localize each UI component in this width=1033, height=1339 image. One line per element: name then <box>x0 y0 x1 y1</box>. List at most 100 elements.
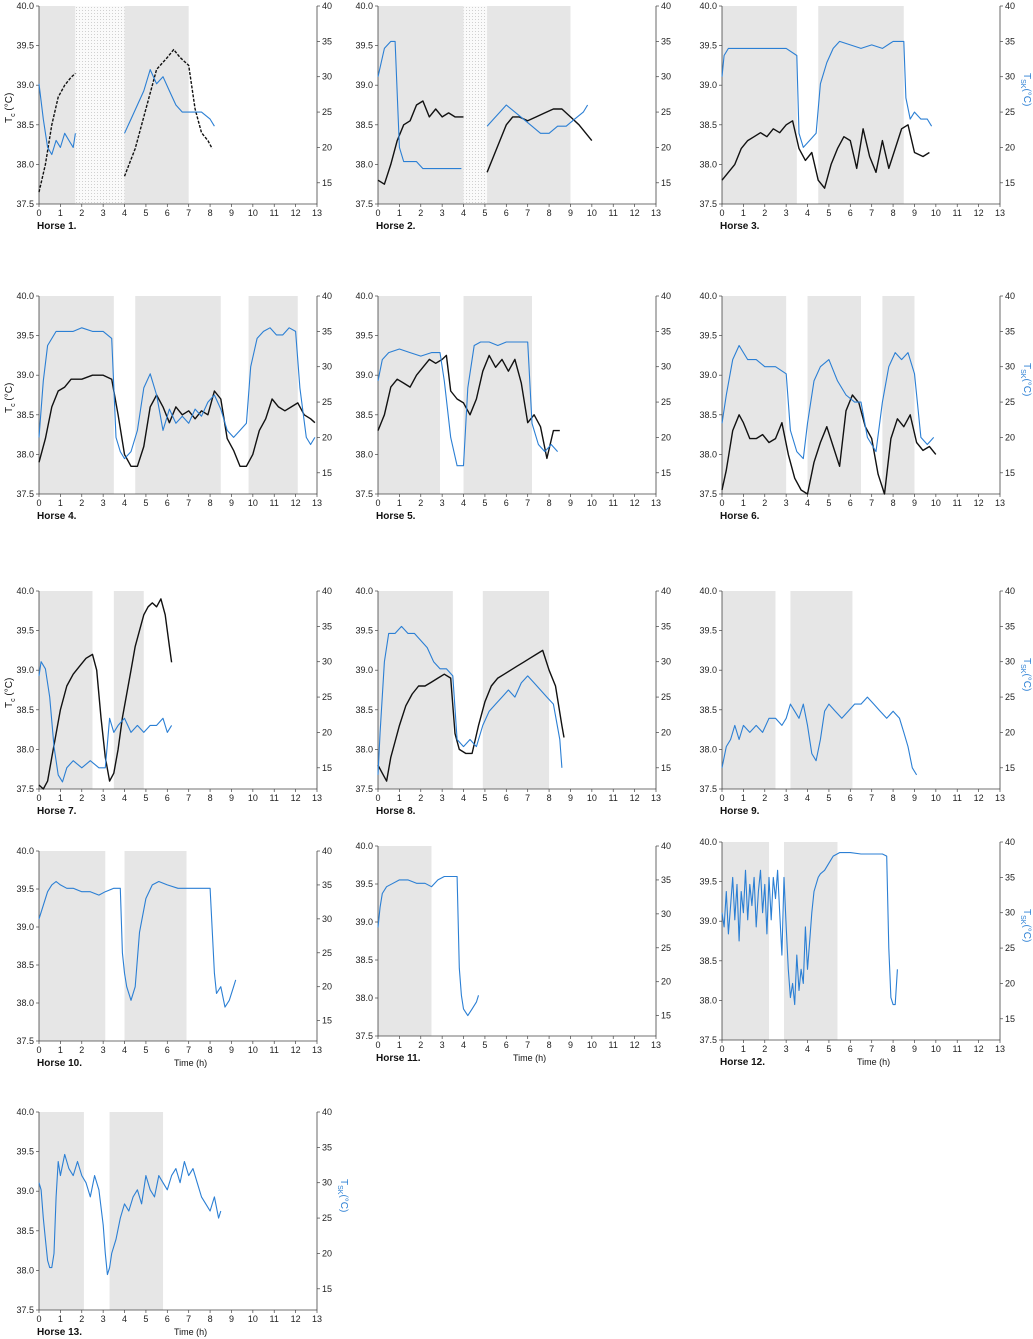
skin-temperature-line <box>38 327 316 460</box>
x-tick-label: 11 <box>270 1045 279 1055</box>
x-tick-label: 7 <box>525 208 530 218</box>
x-tick-label: 13 <box>651 208 661 218</box>
shaded-period <box>378 846 432 1036</box>
chart-panel-7: 0 1 2 3 4 5 6 7 8 9 10 11 12 1337.538.038.539.039.540… <box>4 586 332 817</box>
x-tick-label: 13 <box>651 793 661 803</box>
y-left-tick-label: 38.0 <box>699 995 717 1005</box>
shaded-period <box>124 851 187 1041</box>
y-right-tick-label: 40 <box>1005 291 1015 301</box>
x-tick-label: 1 <box>58 793 63 803</box>
x-tick-label: 12 <box>974 208 984 218</box>
x-tick-label: 4 <box>122 1314 127 1324</box>
y-left-tick-label: 38.0 <box>355 744 373 754</box>
x-axis-label: Time (h) <box>857 1057 890 1067</box>
interpolated-period <box>75 6 125 204</box>
x-tick-label: 8 <box>208 498 213 508</box>
x-tick-label: 8 <box>208 1045 213 1055</box>
y-left-tick-label: 38.5 <box>355 410 373 420</box>
x-tick-label: 7 <box>525 498 530 508</box>
x-tick-label: 13 <box>312 1314 322 1324</box>
x-tick-label: 9 <box>568 208 573 218</box>
y-right-tick-label: 25 <box>661 107 671 117</box>
shaded-period <box>39 296 114 494</box>
y-left-tick-label: 40.0 <box>699 586 717 596</box>
x-tick-label: 5 <box>143 498 148 508</box>
x-tick-label: 4 <box>122 1045 127 1055</box>
x-tick-label: 4 <box>805 1044 810 1054</box>
x-tick-label: 8 <box>547 1040 552 1050</box>
x-tick-label: 0 <box>375 498 380 508</box>
y-left-tick-label: 38.5 <box>16 705 34 715</box>
shaded-period <box>135 296 221 494</box>
shaded-period <box>482 591 550 789</box>
x-tick-label: 4 <box>805 498 810 508</box>
y-right-tick-label: 25 <box>661 692 671 702</box>
x-tick-label: 10 <box>931 1044 941 1054</box>
y-left-tick-label: 40.0 <box>699 291 717 301</box>
y-right-tick-label: 40 <box>1005 1 1015 11</box>
y-left-tick-label: 39.0 <box>16 922 34 932</box>
x-tick-label: 5 <box>826 1044 831 1054</box>
x-tick-label: 5 <box>826 793 831 803</box>
x-tick-label: 0 <box>36 1045 41 1055</box>
y-right-tick-label: 40 <box>322 291 332 301</box>
y-left-tick-label: 38.5 <box>699 705 717 715</box>
y-right-tick-label: 25 <box>322 948 332 958</box>
x-tick-label: 1 <box>397 793 402 803</box>
y-left-tick-label: 40.0 <box>355 586 373 596</box>
y-right-tick-label: 20 <box>1005 432 1015 442</box>
x-tick-label: 11 <box>609 1040 618 1050</box>
panel-label: Horse 5. <box>376 511 416 522</box>
y-right-tick-label: 15 <box>322 763 332 773</box>
x-tick-label: 7 <box>869 1044 874 1054</box>
axis-frame <box>377 6 657 205</box>
y-left-tick-label: 38.0 <box>16 159 34 169</box>
y-right-tick-label: 20 <box>322 982 332 992</box>
y-right-tick-label: 35 <box>322 326 332 336</box>
x-tick-label: 11 <box>953 793 962 803</box>
x-tick-label: 2 <box>79 793 84 803</box>
y-right-tick-label: 35 <box>661 36 671 46</box>
chart-panel-11: 0 1 2 3 4 5 6 7 8 9 10 11 12 1337.538.038.539.039.540… <box>355 841 671 1064</box>
x-tick-label: 12 <box>974 1044 984 1054</box>
y-left-tick-label: 37.5 <box>16 199 34 209</box>
y-right-tick-label: 20 <box>1005 978 1015 988</box>
x-tick-label: 4 <box>461 1040 466 1050</box>
axis-frame <box>721 6 1001 205</box>
x-tick-label: 6 <box>165 498 170 508</box>
x-tick-label: 9 <box>912 1044 917 1054</box>
shaded-period <box>882 296 915 494</box>
x-tick-label: 13 <box>651 498 661 508</box>
x-tick-label: 10 <box>931 498 941 508</box>
y-left-tick-label: 39.5 <box>16 884 34 894</box>
y-left-tick-label: 40.0 <box>355 1 373 11</box>
y-right-tick-label: 25 <box>1005 107 1015 117</box>
x-tick-label: 12 <box>974 498 984 508</box>
y-right-tick-label: 35 <box>661 875 671 885</box>
y-left-tick-label: 39.5 <box>16 1147 34 1157</box>
x-tick-label: 5 <box>482 1040 487 1050</box>
chart-panel-4: 0 1 2 3 4 5 6 7 8 9 10 11 12 1337.538.038.539.039.540… <box>4 291 332 522</box>
x-tick-label: 12 <box>630 208 640 218</box>
y-left-tick-label: 39.5 <box>16 626 34 636</box>
y-right-tick-label: 20 <box>1005 142 1015 152</box>
y-left-tick-label: 40.0 <box>16 1107 34 1117</box>
x-tick-label: 0 <box>36 208 41 218</box>
x-tick-label: 10 <box>587 793 597 803</box>
y-right-tick-label: 20 <box>1005 727 1015 737</box>
chart-panel-5: 0 1 2 3 4 5 6 7 8 9 10 11 12 1337.538.038.539.039.540… <box>355 291 671 522</box>
x-tick-label: 7 <box>869 208 874 218</box>
x-tick-label: 7 <box>186 498 191 508</box>
x-tick-label: 2 <box>79 498 84 508</box>
y-left-tick-label: 38.5 <box>699 410 717 420</box>
y-left-tick-label: 39.0 <box>355 917 373 927</box>
panel-label: Horse 9. <box>720 806 760 817</box>
x-tick-label: 3 <box>784 498 789 508</box>
x-tick-label: 9 <box>568 1040 573 1050</box>
y-left-tick-label: 39.0 <box>16 80 34 90</box>
panel-label: Horse 1. <box>37 221 77 232</box>
x-tick-label: 5 <box>143 1314 148 1324</box>
y-left-tick-label: 38.5 <box>699 120 717 130</box>
x-tick-label: 8 <box>547 498 552 508</box>
